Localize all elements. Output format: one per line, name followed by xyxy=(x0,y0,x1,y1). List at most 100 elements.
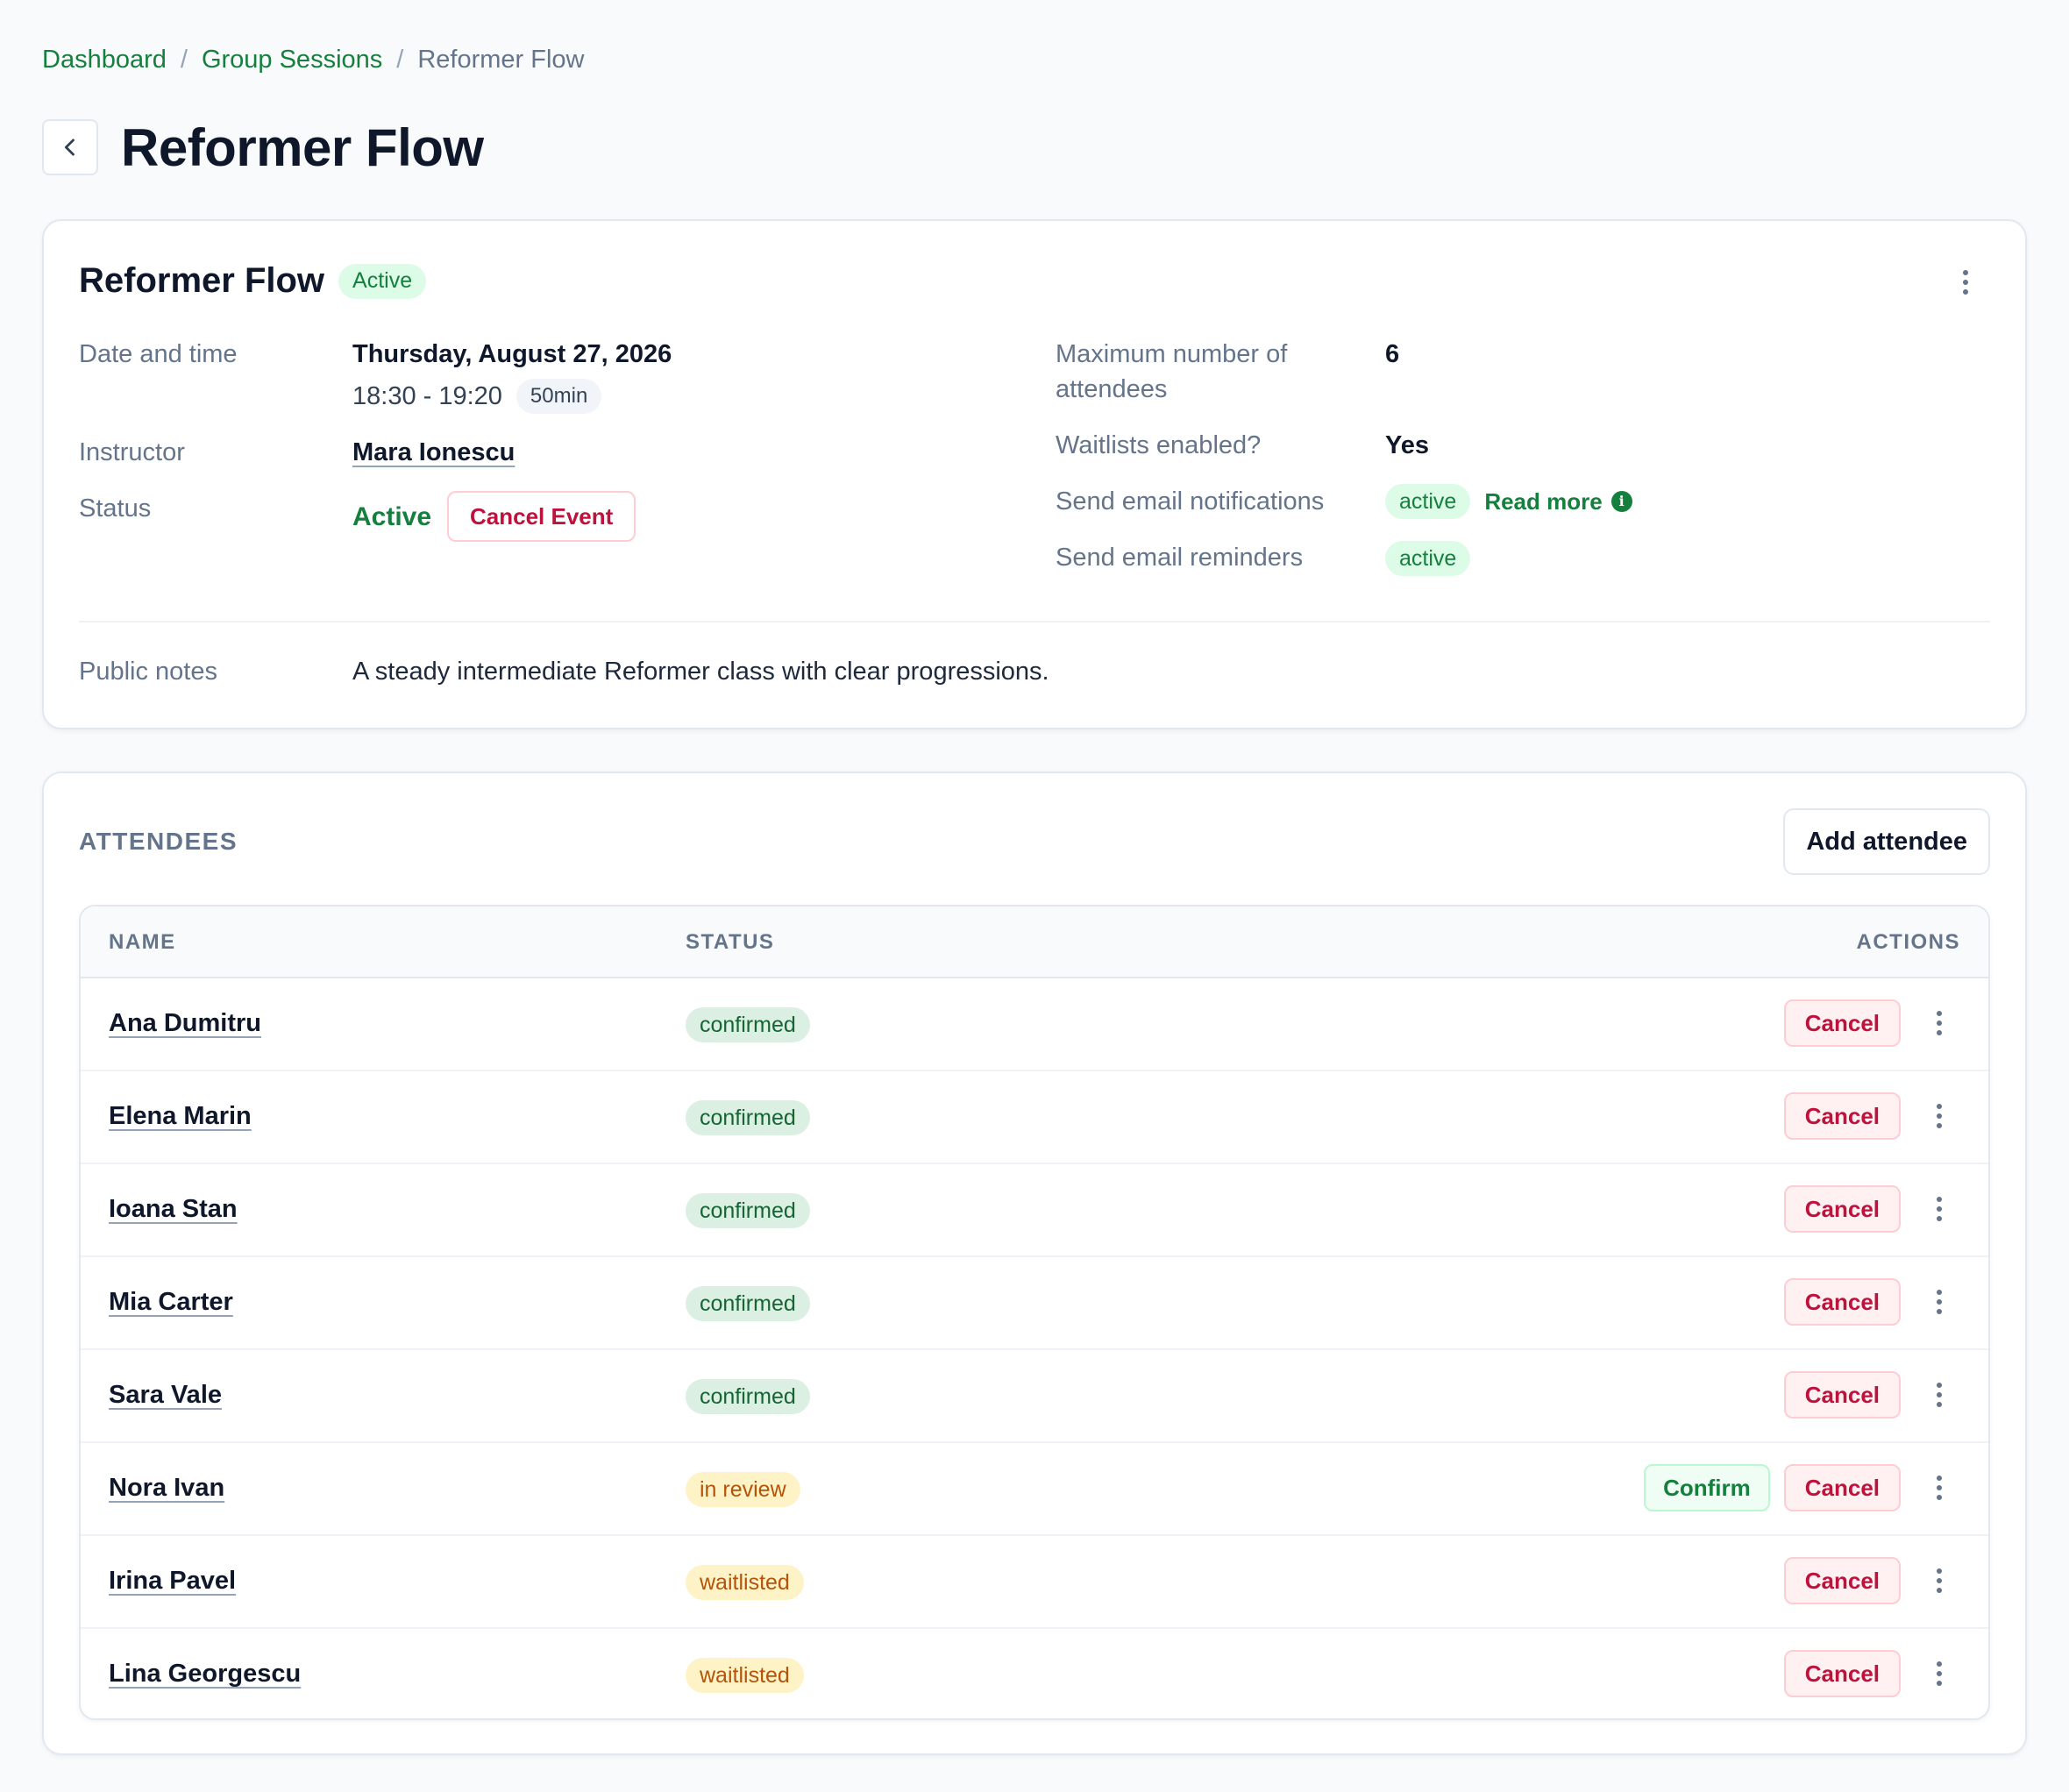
attendee-status-badge: confirmed xyxy=(686,1193,810,1228)
email-notifications-label: Send email notifications xyxy=(1056,487,1325,516)
breadcrumb-current: Reformer Flow xyxy=(417,45,585,74)
more-vertical-icon[interactable] xyxy=(1925,1099,1953,1134)
attendee-name-link[interactable]: Sara Vale xyxy=(109,1381,222,1409)
row-actions: Cancel xyxy=(1783,1185,1953,1233)
duration-badge: 50min xyxy=(515,379,602,414)
table-body: Ana Dumitru confirmed Cancel Elena Marin con… xyxy=(81,978,1988,1718)
table-row: Ioana Stan confirmed Cancel xyxy=(81,1164,1988,1257)
attendees-heading: ATTENDEES xyxy=(79,828,238,855)
more-vertical-icon[interactable] xyxy=(1925,1656,1953,1691)
more-vertical-icon[interactable] xyxy=(1925,1284,1953,1319)
attendees-table: NAME STATUS ACTIONS Ana Dumitru confirmed… xyxy=(79,905,1990,1720)
more-vertical-icon[interactable] xyxy=(1925,1377,1953,1412)
attendee-name-link[interactable]: Elena Marin xyxy=(109,1102,252,1130)
row-actions: Cancel xyxy=(1783,1092,1953,1140)
max-attendees-label: Maximum number of attendees xyxy=(1056,340,1288,403)
back-button[interactable] xyxy=(42,119,98,175)
attendee-name-link[interactable]: Ana Dumitru xyxy=(109,1009,261,1037)
title-row: Reformer Flow xyxy=(42,117,2027,177)
attendee-name-link[interactable]: Lina Georgescu xyxy=(109,1660,302,1688)
read-more-link[interactable]: Read more i xyxy=(1484,484,1632,519)
attendee-status-badge: confirmed xyxy=(686,1007,810,1042)
row-actions: Cancel xyxy=(1783,1278,1953,1326)
read-more-label: Read more xyxy=(1484,488,1603,515)
confirm-button[interactable]: Confirm xyxy=(1644,1464,1770,1511)
cancel-button[interactable]: Cancel xyxy=(1783,1464,1901,1511)
info-icon: i xyxy=(1610,491,1632,512)
table-row: Nora Ivan in review Confirm Cancel xyxy=(81,1443,1988,1536)
breadcrumb-separator: / xyxy=(180,45,188,74)
page: Dashboard / Group Sessions / Reformer Fl… xyxy=(42,42,2027,1755)
table-header: NAME STATUS ACTIONS xyxy=(81,907,1988,978)
email-notifications-value: active Read more i xyxy=(1385,484,1632,519)
session-details-card: Reformer Flow Active Date and time Thurs… xyxy=(42,219,2027,729)
max-attendees-value: 6 xyxy=(1385,340,1400,368)
time-range: 18:30 - 19:20 50min xyxy=(352,379,602,414)
column-header-status: STATUS xyxy=(686,930,775,954)
table-row: Sara Vale confirmed Cancel xyxy=(81,1350,1988,1443)
cancel-button[interactable]: Cancel xyxy=(1783,1557,1901,1604)
more-vertical-icon[interactable] xyxy=(1925,1191,1953,1227)
table-row: Lina Georgescu waitlisted Cancel xyxy=(81,1629,1988,1718)
reminders-active-badge: active xyxy=(1385,541,1471,576)
details-header: Reformer Flow Active xyxy=(79,261,427,301)
breadcrumb-separator: / xyxy=(396,45,404,74)
email-reminders-label: Send email reminders xyxy=(1056,544,1304,572)
attendee-status-badge: confirmed xyxy=(686,1286,810,1321)
waitlist-value: Yes xyxy=(1385,431,1429,459)
attendee-status-badge: waitlisted xyxy=(686,1658,804,1693)
date-value: Thursday, August 27, 2026 xyxy=(352,340,672,368)
status-badge: Active xyxy=(338,263,427,299)
attendee-name-link[interactable]: Ioana Stan xyxy=(109,1195,238,1223)
attendee-status-badge: confirmed xyxy=(686,1100,810,1135)
status-value: Active xyxy=(352,502,432,531)
breadcrumb: Dashboard / Group Sessions / Reformer Fl… xyxy=(42,42,2027,77)
column-header-name: NAME xyxy=(109,930,176,954)
details-title: Reformer Flow xyxy=(79,261,325,300)
page-title: Reformer Flow xyxy=(121,117,484,177)
breadcrumb-group-sessions[interactable]: Group Sessions xyxy=(201,45,383,74)
attendee-status-badge: in review xyxy=(686,1472,800,1507)
cancel-button[interactable]: Cancel xyxy=(1783,1092,1901,1140)
attendee-status-badge: confirmed xyxy=(686,1379,810,1414)
cancel-button[interactable]: Cancel xyxy=(1783,1185,1901,1233)
row-actions: Cancel xyxy=(1783,1557,1953,1604)
add-attendee-button[interactable]: Add attendee xyxy=(1783,808,1990,875)
status-label: Status xyxy=(79,494,152,523)
attendees-card: ATTENDEES Add attendee NAME STATUS ACTIO… xyxy=(42,772,2027,1755)
public-notes-value: A steady intermediate Reformer class wit… xyxy=(352,658,1049,686)
row-actions: Confirm Cancel xyxy=(1644,1464,1953,1511)
table-row: Irina Pavel waitlisted Cancel xyxy=(81,1536,1988,1629)
table-row: Elena Marin confirmed Cancel xyxy=(81,1071,1988,1164)
row-actions: Cancel xyxy=(1783,1650,1953,1697)
more-vertical-icon[interactable] xyxy=(1925,1470,1953,1505)
attendee-status-badge: waitlisted xyxy=(686,1565,804,1600)
breadcrumb-dashboard[interactable]: Dashboard xyxy=(42,45,167,74)
cancel-button[interactable]: Cancel xyxy=(1783,1278,1901,1326)
instructor-label: Instructor xyxy=(79,438,185,466)
table-row: Mia Carter confirmed Cancel xyxy=(81,1257,1988,1350)
attendee-name-link[interactable]: Irina Pavel xyxy=(109,1567,237,1595)
email-reminders-value: active xyxy=(1385,540,1471,576)
attendee-name-link[interactable]: Nora Ivan xyxy=(109,1474,225,1502)
table-row: Ana Dumitru confirmed Cancel xyxy=(81,978,1988,1071)
waitlist-label: Waitlists enabled? xyxy=(1056,431,1262,459)
cancel-button[interactable]: Cancel xyxy=(1783,999,1901,1047)
more-vertical-icon[interactable] xyxy=(1952,265,1980,300)
row-actions: Cancel xyxy=(1783,999,1953,1047)
chevron-left-icon xyxy=(64,139,75,156)
time-value: 18:30 - 19:20 xyxy=(352,382,502,410)
column-header-actions: ACTIONS xyxy=(1856,930,1960,954)
notifications-active-badge: active xyxy=(1385,484,1471,519)
cancel-button[interactable]: Cancel xyxy=(1783,1371,1901,1419)
more-vertical-icon[interactable] xyxy=(1925,1006,1953,1041)
attendee-name-link[interactable]: Mia Carter xyxy=(109,1288,233,1316)
more-vertical-icon[interactable] xyxy=(1925,1563,1953,1598)
cancel-event-button[interactable]: Cancel Event xyxy=(447,491,636,542)
divider xyxy=(79,621,1990,622)
instructor-link[interactable]: Mara Ionescu xyxy=(352,438,515,466)
public-notes-label: Public notes xyxy=(79,658,217,686)
row-actions: Cancel xyxy=(1783,1371,1953,1419)
date-time-label: Date and time xyxy=(79,340,238,368)
cancel-button[interactable]: Cancel xyxy=(1783,1650,1901,1697)
